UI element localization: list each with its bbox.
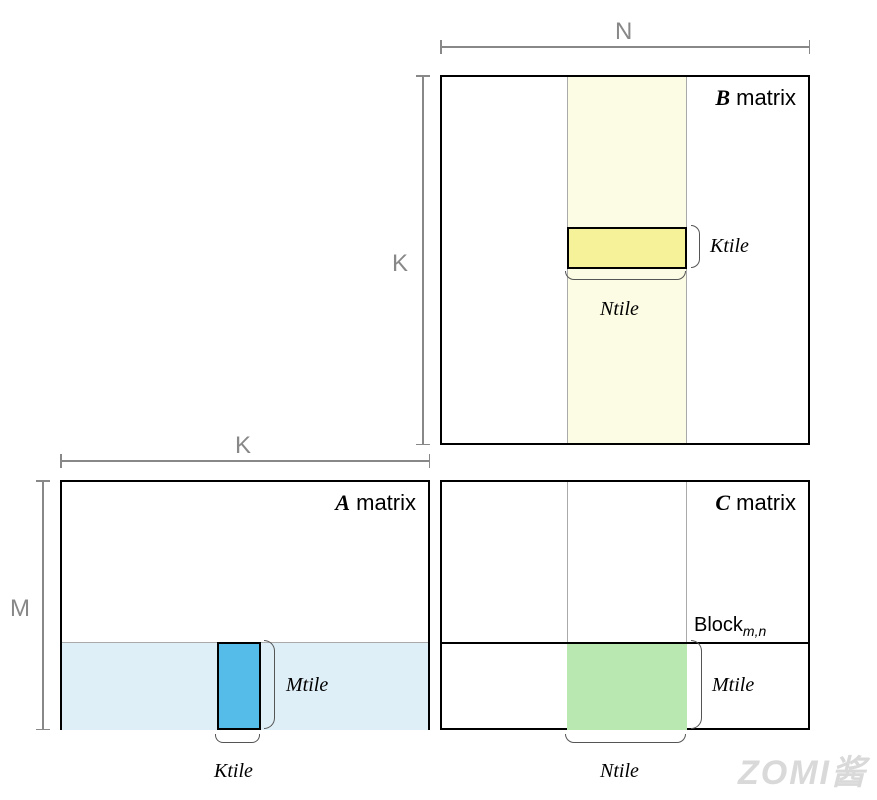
b-matrix-label: B matrix [715, 85, 796, 111]
bracelabel-b-ktile: Ktile [710, 235, 749, 258]
brace-b-ktile [691, 225, 703, 267]
dimlabel-k-horz: K [235, 432, 251, 460]
dimlabel-n: N [615, 18, 632, 46]
dimbar-k-vert [416, 75, 430, 445]
dimlabel-k-vert: K [392, 250, 408, 278]
matrix-c: C matrix [440, 480, 810, 730]
a-tile [217, 642, 261, 730]
b-tile [567, 227, 687, 269]
matrix-b: B matrix [440, 75, 810, 445]
brace-c-ntile [565, 734, 685, 746]
brace-c-mtile [691, 640, 703, 728]
watermark: ZOMI酱 [738, 745, 867, 794]
bracelabel-c-mtile: Mtile [712, 674, 754, 697]
block-label: Blockm,n [694, 614, 766, 639]
brace-a-mtile [264, 640, 276, 728]
bracelabel-a-mtile: Mtile [286, 674, 328, 697]
dimbar-m [36, 480, 50, 730]
matrix-a: A matrix [60, 480, 430, 730]
brace-a-ktile [215, 734, 259, 746]
c-row-divider [442, 642, 808, 644]
bracelabel-b-ntile: Ntile [600, 298, 639, 321]
c-tile [567, 642, 687, 730]
a-matrix-label: A matrix [335, 490, 416, 516]
bracelabel-a-ktile: Ktile [214, 760, 253, 783]
dimlabel-m: M [10, 595, 30, 623]
brace-b-ntile [565, 271, 685, 283]
c-matrix-label: C matrix [715, 490, 796, 516]
bracelabel-c-ntile: Ntile [600, 760, 639, 783]
